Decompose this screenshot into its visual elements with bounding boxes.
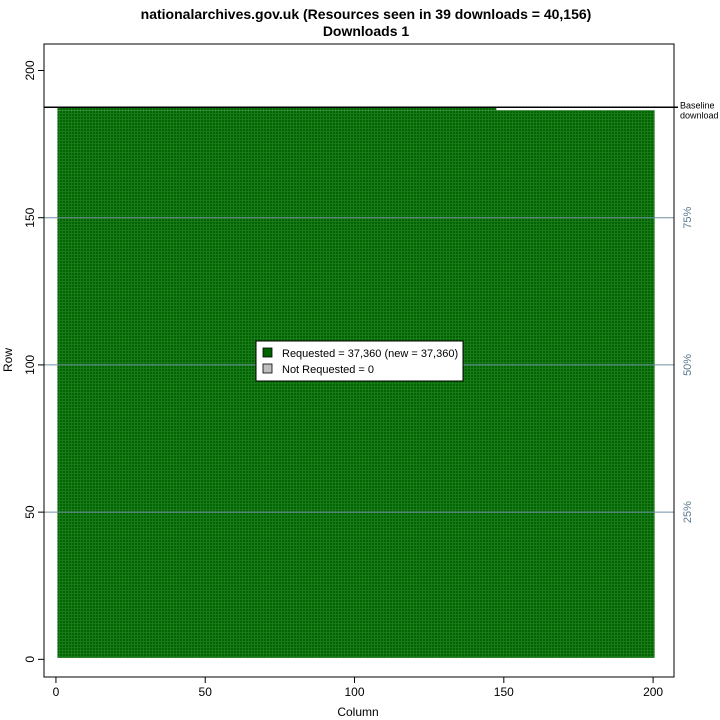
x-tick-label-100: 100 bbox=[345, 685, 365, 699]
legend-swatch-requested bbox=[262, 347, 273, 358]
x-tick-label-0: 0 bbox=[53, 685, 60, 699]
baseline-label-line1: Baseline bbox=[680, 100, 715, 110]
plot-frame bbox=[43, 43, 675, 678]
baseline-label-line2: download bbox=[680, 110, 719, 120]
axes: 0 50 100 150 200 0 50 100 150 200 bbox=[23, 60, 663, 699]
requested-cells-partial-row bbox=[57, 107, 497, 111]
x-tick-label-50: 50 bbox=[199, 685, 213, 699]
y-tick-label-150: 150 bbox=[23, 207, 37, 227]
y-tick-label-100: 100 bbox=[23, 355, 37, 375]
y-axis-title: Row bbox=[1, 348, 15, 372]
percent-label-75: 75% bbox=[682, 206, 694, 228]
x-axis-title: Column bbox=[337, 705, 378, 719]
legend-label-requested: Requested = 37,360 (new = 37,360) bbox=[282, 348, 458, 360]
requested-cells-full-rows bbox=[57, 110, 655, 658]
data-layer bbox=[57, 107, 655, 658]
chart-title: nationalarchives.gov.uk (Resources seen … bbox=[141, 6, 592, 22]
y-tick-label-50: 50 bbox=[23, 505, 37, 519]
y-tick-label-200: 200 bbox=[23, 60, 37, 80]
legend: Requested = 37,360 (new = 37,360) Not Re… bbox=[255, 340, 464, 382]
percent-label-50: 50% bbox=[682, 354, 694, 376]
legend-swatch-not-requested bbox=[262, 363, 273, 374]
x-tick-label-150: 150 bbox=[494, 685, 514, 699]
percent-label-25: 25% bbox=[682, 501, 694, 523]
chart-subtitle: Downloads 1 bbox=[323, 23, 410, 39]
x-tick-label-200: 200 bbox=[643, 685, 663, 699]
y-tick-label-0: 0 bbox=[23, 656, 37, 663]
legend-box bbox=[255, 340, 464, 382]
legend-label-not-requested: Not Requested = 0 bbox=[282, 364, 374, 376]
